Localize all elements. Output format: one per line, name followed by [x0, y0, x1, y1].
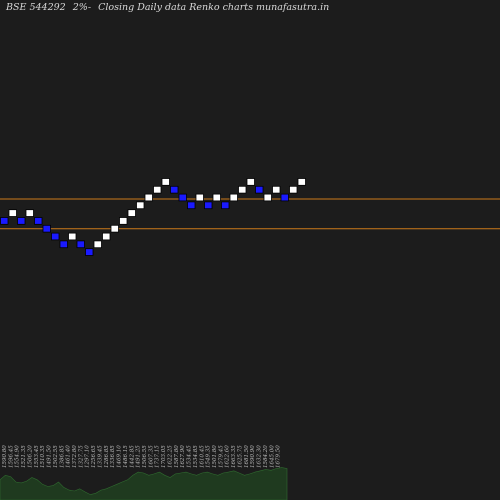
renko-brick-down: [85, 248, 94, 256]
price-label: 1510.35: [40, 445, 46, 468]
price-label: 1336.85: [110, 445, 116, 468]
price-label: 1627.90: [180, 445, 186, 468]
price-label: 1596.45: [8, 445, 14, 468]
price-label: 1442.85: [129, 445, 135, 468]
price-label: 1491.25: [136, 445, 142, 468]
price-label: 1681.50: [244, 445, 250, 468]
price-label: 1534.85: [193, 445, 199, 468]
price-label: 1625.75: [238, 445, 244, 468]
reference-lines: [0, 198, 500, 230]
price-label: 1372.80: [72, 445, 78, 468]
price-label: 1486.15: [123, 445, 129, 468]
price-label: 1286.85: [104, 445, 110, 468]
price-label: 1610.45: [199, 445, 205, 468]
description-label: Closing Daily data Renko charts munafasu…: [98, 2, 330, 13]
price-label: 1554.90: [15, 445, 21, 468]
renko-brick-up: [263, 193, 272, 202]
price-label: 1461.40: [66, 445, 72, 468]
price-label: 1502.55: [53, 445, 59, 468]
renko-brick-down: [221, 201, 230, 210]
renko-brick-up: [297, 178, 306, 186]
price-label: 1386.85: [59, 445, 65, 468]
price-label: 1579.45: [218, 445, 224, 468]
renko-brick-down: [42, 224, 51, 233]
renko-brick-up: [144, 193, 153, 202]
renko-brick-down: [59, 240, 68, 249]
symbol-label: BSE 544292: [6, 2, 66, 13]
chart-title: BSE 544292 2%- Closing Daily data Renko …: [6, 2, 333, 13]
price-label: 1703.05: [161, 445, 167, 468]
price-label: 1534.45: [187, 445, 193, 468]
price-label: 1622.25: [168, 445, 174, 468]
renko-brick-up: [246, 178, 255, 186]
price-label: 1622.60: [225, 445, 231, 468]
price-label: 1297.10: [85, 445, 91, 468]
price-label: 1553.45: [34, 445, 40, 468]
renko-brick-up: [229, 193, 238, 202]
box-size-label: 2%-: [72, 2, 92, 13]
price-label: 1549.35: [206, 445, 212, 468]
renko-brick-down: [0, 217, 9, 225]
volume-area-path: [0, 467, 288, 500]
renko-brick-up: [127, 209, 136, 217]
renko-brick-down: [178, 193, 187, 202]
renko-brick-down: [76, 240, 85, 249]
price-label: 1506.55: [142, 445, 148, 468]
price-label: 1587.80: [174, 445, 180, 468]
renko-brick-up: [212, 193, 221, 202]
price-label: 1645.00: [269, 445, 275, 468]
renko-brick-up: [153, 185, 162, 194]
renko-brick-down: [170, 185, 179, 194]
renko-brick-down: [51, 232, 60, 241]
renko-brick-up: [25, 209, 34, 217]
renko-brick-up: [195, 193, 204, 202]
renko-brick-up: [161, 178, 170, 186]
price-labels: 1590.80 1596.45 1554.90 1521.35 1506.20 1553.…: [2, 445, 282, 468]
renko-brick-up: [8, 209, 17, 217]
renko-brick-down: [255, 185, 264, 194]
price-label: 1501.80: [212, 445, 218, 468]
renko-brick-up: [68, 232, 77, 241]
price-label: 1521.35: [21, 445, 27, 468]
renko-brick-up: [110, 224, 119, 233]
price-label: 1607.35: [148, 445, 154, 468]
volume-area: [0, 467, 288, 500]
price-label: 1339.45: [98, 445, 104, 468]
price-label: 1679.50: [276, 445, 282, 468]
price-label: 1590.80: [2, 445, 8, 468]
price-label: 1632.30: [257, 445, 263, 468]
renko-brick-up: [102, 232, 111, 241]
price-label: 1256.65: [91, 445, 97, 468]
renko-brick-down: [204, 201, 213, 210]
renko-brick-down: [17, 217, 26, 225]
renko-brick-up: [238, 185, 247, 194]
renko-brick-up: [93, 240, 102, 249]
renko-brick-up: [272, 185, 281, 194]
price-label: 1663.35: [231, 445, 237, 468]
price-label: 1491.50: [47, 445, 53, 468]
renko-bricks: [0, 178, 306, 256]
renko-brick-up: [136, 201, 145, 210]
price-label: 1584.20: [263, 445, 269, 468]
renko-brick-down: [280, 193, 289, 202]
renko-brick-up: [289, 185, 298, 194]
renko-brick-down: [34, 217, 43, 225]
price-label: 1327.75: [78, 445, 84, 468]
price-label: 1469.10: [117, 445, 123, 468]
price-label: 1506.20: [28, 445, 34, 468]
renko-brick-down: [187, 201, 196, 210]
price-label: 1590.90: [250, 445, 256, 468]
renko-brick-up: [119, 217, 128, 225]
price-label: 1737.15: [155, 445, 161, 468]
